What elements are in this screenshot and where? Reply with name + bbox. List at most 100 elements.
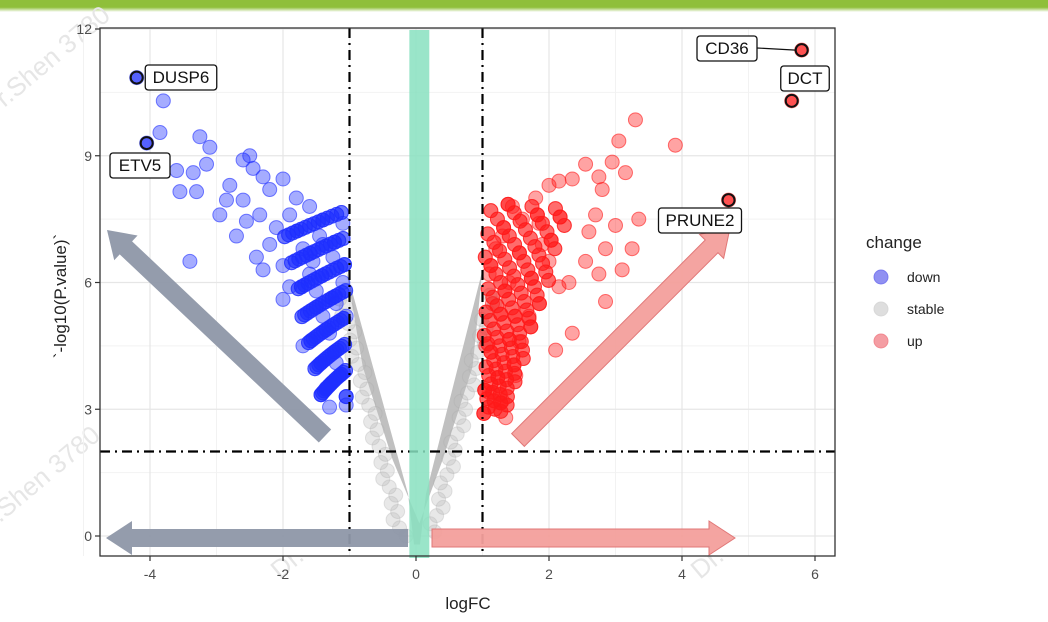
down-point (305, 253, 321, 269)
gene-label-box (109, 152, 171, 179)
up-point (511, 245, 527, 261)
legend-label-down: down (907, 269, 940, 285)
down-point (212, 207, 228, 223)
down-point (337, 337, 353, 353)
stable-point (361, 397, 377, 413)
up-point (591, 266, 607, 282)
up-point (493, 306, 509, 322)
down-point (222, 177, 238, 193)
label-connector (756, 47, 796, 51)
legend-label-stable: stable (907, 301, 945, 317)
stable-point (347, 324, 363, 340)
up-point (514, 342, 530, 358)
arrow-right (431, 520, 736, 556)
down-point (302, 266, 318, 282)
x-tick-label: 0 (412, 566, 420, 582)
down-point (295, 338, 311, 354)
down-point (169, 163, 185, 179)
y-axis: 0 3 6 9 12 (76, 21, 100, 544)
stable-point (451, 410, 467, 426)
up-point (478, 338, 494, 354)
x-axis: -4 -2 0 2 4 6 (144, 556, 819, 582)
down-point (329, 260, 345, 276)
up-point (547, 201, 563, 217)
labeled-point (721, 193, 736, 208)
y-tick-label: 9 (84, 148, 92, 164)
gene-label-text: DCT (788, 69, 823, 88)
stable-point (373, 454, 389, 470)
stable-point (367, 405, 383, 421)
stable-point (431, 491, 447, 507)
up-point (512, 213, 528, 229)
down-point (334, 338, 350, 354)
up-point (504, 300, 520, 316)
down-point (245, 160, 261, 176)
up-point (510, 317, 526, 333)
down-point (308, 283, 324, 299)
down-point (295, 241, 311, 257)
stable-point (369, 422, 385, 438)
gene-label-box (144, 64, 218, 91)
up-point (552, 209, 568, 225)
up-point (481, 367, 497, 383)
up-point (588, 207, 604, 223)
stable-point (371, 438, 387, 454)
gene-label-box (657, 207, 743, 234)
down-point (275, 258, 291, 274)
stable-point (379, 463, 395, 479)
stable-cloud-shape (346, 269, 483, 545)
down-point (315, 236, 331, 252)
down-point (155, 93, 171, 109)
up-point (488, 241, 504, 257)
stable-point (352, 373, 368, 389)
x-tick-label: 4 (678, 566, 686, 582)
up-point (480, 226, 496, 242)
up-point (494, 393, 510, 409)
stable-point (461, 369, 477, 385)
x-tick-label: -4 (144, 566, 157, 582)
stable-point (443, 434, 459, 450)
up-point (543, 232, 559, 248)
up-point (531, 215, 547, 231)
down-point (335, 231, 351, 247)
up-point (581, 224, 597, 240)
up-point (516, 253, 532, 269)
down-point (202, 139, 218, 155)
down-point (322, 399, 338, 415)
up-point (502, 260, 518, 276)
x-tick-label: 6 (811, 566, 819, 582)
up-point (504, 198, 520, 214)
labeled-point (139, 136, 154, 151)
up-point (614, 262, 630, 278)
down-point (238, 213, 254, 229)
down-point (282, 207, 298, 223)
y-tick-label: 3 (84, 401, 92, 417)
down-point (282, 279, 298, 295)
up-point (526, 279, 542, 295)
up-point (524, 198, 540, 214)
down-point (333, 205, 349, 221)
down-point (182, 253, 198, 269)
stable-point (441, 450, 457, 466)
gene-label-text: PRUNE2 (666, 211, 735, 230)
down-point (288, 190, 304, 206)
down-point (326, 234, 342, 250)
legend-key-down (873, 269, 889, 285)
up-point (534, 236, 550, 252)
up-point (514, 211, 530, 227)
up-point (556, 217, 572, 233)
watermark-text: Dr.Shen 3780 (0, 419, 106, 544)
up-point (611, 133, 627, 149)
down-point (268, 220, 284, 236)
down-point (189, 184, 205, 200)
up-point (497, 283, 513, 299)
stable-point (437, 483, 453, 499)
down-point (336, 257, 352, 273)
stable-point (460, 385, 476, 401)
up-point (548, 342, 564, 358)
down-point (312, 228, 328, 244)
up-point (578, 156, 594, 172)
up-point (480, 281, 496, 297)
up-point (594, 182, 610, 198)
legend-key-up (873, 333, 889, 349)
